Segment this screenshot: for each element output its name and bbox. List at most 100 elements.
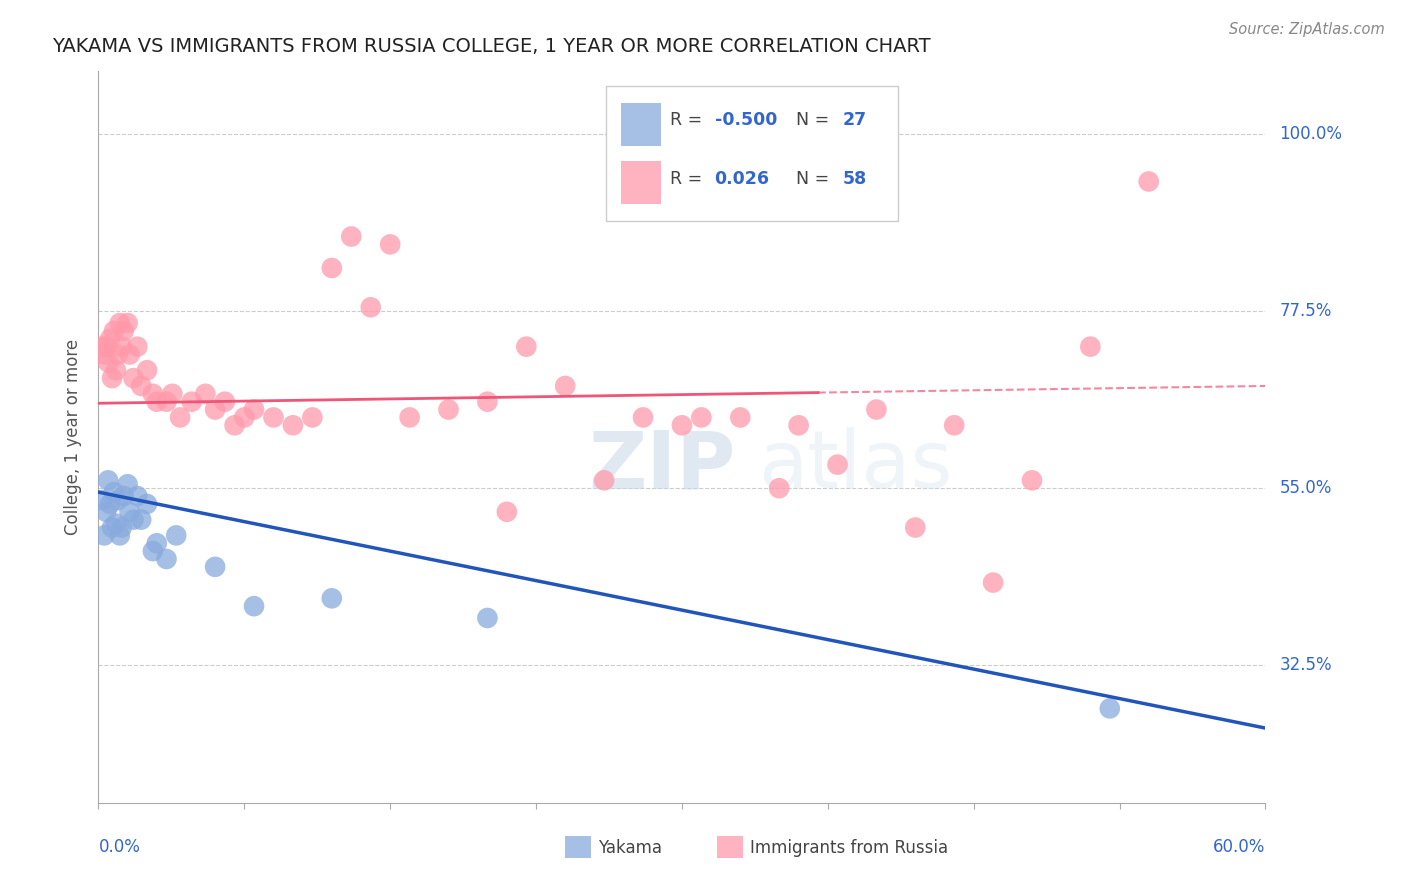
Point (1021, 473, 1043, 487)
Point (554, 379, 576, 393)
Point (477, 394, 499, 409)
Point (165, 528, 187, 542)
Point (155, 552, 177, 566)
Point (340, 229, 363, 244)
Point (162, 387, 184, 401)
Point (97, 473, 120, 487)
Point (118, 505, 141, 519)
Point (943, 418, 966, 433)
Text: -0.500: -0.500 (714, 112, 778, 129)
Point (101, 371, 124, 385)
Text: 27: 27 (844, 112, 868, 129)
Point (112, 324, 135, 338)
Point (129, 379, 152, 393)
Point (103, 324, 125, 338)
Point (93, 347, 115, 361)
Point (243, 599, 266, 614)
Point (104, 363, 127, 377)
Point (118, 347, 141, 361)
Text: R =: R = (671, 169, 709, 188)
Point (437, 402, 460, 417)
FancyBboxPatch shape (621, 161, 661, 204)
Text: 0.026: 0.026 (714, 169, 769, 188)
Point (155, 394, 177, 409)
Point (262, 410, 284, 425)
Point (117, 316, 139, 330)
Point (111, 340, 134, 354)
Point (671, 418, 693, 433)
Point (169, 410, 191, 425)
Point (108, 316, 131, 330)
Point (214, 394, 236, 409)
Point (107, 347, 129, 361)
Point (233, 410, 256, 425)
Point (122, 513, 145, 527)
Point (321, 591, 343, 606)
Point (91, 493, 114, 508)
Point (111, 520, 134, 534)
Point (321, 260, 343, 275)
Point (136, 497, 159, 511)
Text: Immigrants from Russia: Immigrants from Russia (749, 839, 948, 857)
Point (180, 394, 202, 409)
Text: 55.0%: 55.0% (1279, 479, 1331, 497)
Point (142, 387, 165, 401)
Point (96, 340, 118, 354)
Point (1098, 701, 1121, 715)
Point (117, 477, 139, 491)
Text: 60.0%: 60.0% (1213, 838, 1265, 856)
Point (631, 410, 654, 425)
Point (129, 513, 152, 527)
Bar (717, 836, 742, 858)
Point (730, 410, 752, 425)
Point (301, 410, 323, 425)
Point (103, 485, 125, 500)
Text: 77.5%: 77.5% (1279, 302, 1331, 320)
Point (146, 394, 169, 409)
Point (768, 481, 790, 495)
Point (112, 489, 135, 503)
Point (787, 418, 810, 433)
Point (98, 497, 121, 511)
Point (204, 559, 226, 574)
Y-axis label: College, 1 year or more: College, 1 year or more (65, 339, 83, 535)
Point (515, 340, 537, 354)
Point (827, 458, 849, 472)
Point (96, 505, 118, 519)
FancyBboxPatch shape (606, 86, 898, 221)
Point (690, 410, 713, 425)
Point (142, 544, 165, 558)
Bar (565, 836, 591, 858)
Point (204, 402, 226, 417)
Point (93, 528, 115, 542)
Text: 58: 58 (844, 169, 868, 188)
Text: N =: N = (796, 169, 835, 188)
Text: Yakama: Yakama (598, 839, 662, 857)
Text: R =: R = (671, 112, 709, 129)
Text: 32.5%: 32.5% (1279, 657, 1331, 674)
Point (865, 402, 887, 417)
Point (981, 575, 1004, 590)
FancyBboxPatch shape (621, 103, 661, 146)
Point (1080, 340, 1102, 354)
Text: atlas: atlas (758, 427, 952, 506)
Text: YAKAMA VS IMMIGRANTS FROM RUSSIA COLLEGE, 1 YEAR OR MORE CORRELATION CHART: YAKAMA VS IMMIGRANTS FROM RUSSIA COLLEGE… (52, 37, 931, 56)
Point (194, 387, 217, 401)
Point (243, 402, 266, 417)
Point (91, 340, 114, 354)
Point (224, 418, 246, 433)
Point (107, 493, 129, 508)
Point (97, 355, 120, 369)
Point (477, 611, 499, 625)
Point (380, 237, 402, 252)
Point (398, 410, 420, 425)
Text: Source: ZipAtlas.com: Source: ZipAtlas.com (1229, 22, 1385, 37)
Point (904, 520, 927, 534)
Point (98, 332, 121, 346)
Text: N =: N = (796, 112, 835, 129)
Point (122, 371, 145, 385)
Point (108, 528, 131, 542)
Point (146, 536, 169, 550)
Point (593, 473, 616, 487)
Point (496, 505, 519, 519)
